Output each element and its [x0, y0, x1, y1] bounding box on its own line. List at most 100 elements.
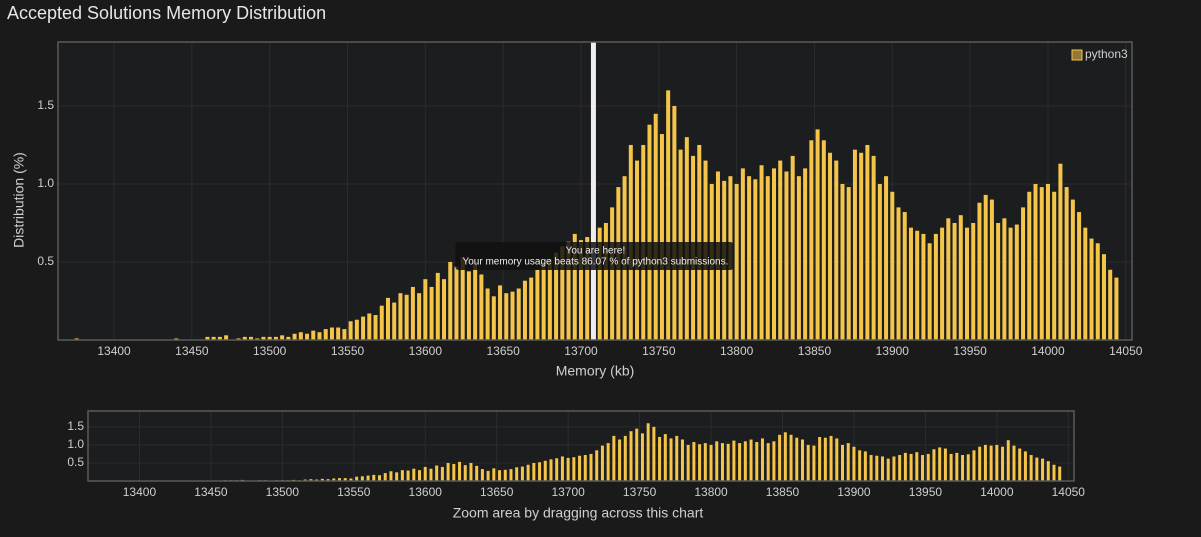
bar	[355, 476, 359, 481]
bar	[372, 474, 376, 481]
bar	[361, 316, 366, 340]
bar	[323, 329, 328, 340]
x-tick-label: 13750	[623, 485, 657, 499]
bar	[526, 464, 530, 481]
bar	[1001, 446, 1005, 481]
bar	[578, 240, 583, 340]
bar	[1041, 458, 1045, 481]
bar	[597, 227, 602, 340]
bar	[846, 443, 850, 481]
bar	[834, 160, 839, 340]
bar	[881, 456, 885, 481]
bar	[1108, 269, 1113, 340]
bar	[760, 438, 764, 481]
bar	[766, 443, 770, 481]
bar	[440, 466, 444, 481]
bar	[305, 333, 310, 340]
bar	[755, 442, 759, 481]
bar	[933, 233, 938, 340]
x-tick-label: 13500	[266, 485, 300, 499]
bar	[417, 293, 422, 340]
bar	[311, 330, 316, 340]
x-tick-label: 13800	[720, 344, 754, 358]
bar	[458, 461, 462, 481]
bar	[852, 149, 857, 340]
bar	[606, 443, 610, 481]
bar	[1012, 445, 1016, 481]
bar	[865, 144, 870, 340]
bar	[784, 171, 789, 340]
x-tick-label: 13550	[337, 485, 371, 499]
x-tick-label: 13850	[766, 485, 800, 499]
x-tick-label: 13450	[194, 485, 228, 499]
bar	[1046, 461, 1050, 481]
bar	[522, 280, 527, 340]
bar	[541, 261, 546, 340]
bar	[647, 124, 652, 340]
bar	[1008, 227, 1013, 340]
bar	[554, 252, 559, 340]
bar	[572, 457, 576, 481]
bar	[1002, 218, 1007, 340]
bar	[583, 455, 587, 481]
bar	[871, 155, 876, 340]
bar	[743, 441, 747, 481]
bar	[892, 456, 896, 481]
bar	[943, 448, 947, 481]
bar	[629, 431, 633, 481]
bar	[547, 258, 552, 340]
bar	[789, 434, 793, 481]
bar	[635, 428, 639, 481]
x-tick-label: 14000	[980, 485, 1014, 499]
bar	[846, 187, 851, 340]
bar	[672, 105, 677, 340]
bar	[342, 329, 347, 340]
bar	[749, 439, 753, 481]
x-tick-label: 13950	[909, 485, 943, 499]
bar	[224, 335, 229, 340]
bar	[765, 176, 770, 340]
bar	[332, 478, 336, 481]
bar	[726, 443, 730, 481]
bar	[429, 468, 433, 481]
x-tick-label: 13500	[253, 344, 287, 358]
bar	[460, 257, 465, 340]
bar	[800, 439, 804, 481]
bar	[379, 305, 384, 340]
bar	[961, 455, 965, 481]
bar	[684, 137, 689, 340]
bar	[389, 471, 393, 481]
bar	[1058, 466, 1062, 481]
bar	[555, 458, 559, 481]
bar	[966, 454, 970, 481]
bar	[759, 165, 764, 340]
x-tick-label: 13400	[97, 344, 131, 358]
bar	[309, 479, 313, 481]
bar	[852, 446, 856, 481]
bar	[538, 462, 542, 481]
bar	[783, 432, 787, 481]
bar	[903, 452, 907, 481]
bar	[809, 140, 814, 340]
x-tick-label: 13950	[953, 344, 987, 358]
bar	[410, 286, 415, 340]
bar	[217, 336, 222, 340]
bar	[884, 176, 889, 340]
bar	[1064, 187, 1069, 340]
bar	[423, 466, 427, 481]
bar	[480, 469, 484, 481]
y-tick-label: 1.0	[67, 437, 84, 451]
bar	[828, 152, 833, 340]
bar	[858, 450, 862, 481]
bar	[448, 261, 453, 340]
bar	[1045, 183, 1050, 340]
bar	[1014, 224, 1019, 340]
bar	[686, 444, 690, 481]
bar	[529, 277, 534, 340]
bar	[603, 222, 608, 340]
x-tick-label: 13900	[837, 485, 871, 499]
bar	[475, 465, 479, 481]
bar	[338, 478, 342, 481]
bar	[549, 459, 553, 481]
